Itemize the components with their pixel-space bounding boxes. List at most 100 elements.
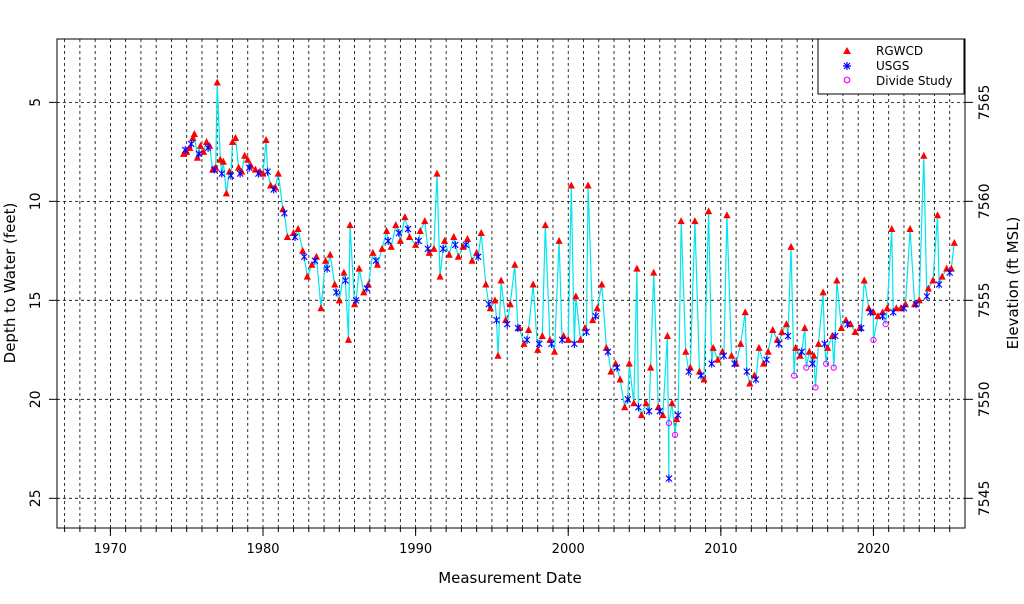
rgwcd-point <box>567 181 575 189</box>
rgwcd-point <box>425 248 433 256</box>
y-tick-label-right: 7555 <box>977 283 993 319</box>
x-tick-label: 2020 <box>857 542 890 557</box>
usgs-point <box>195 149 203 158</box>
rgwcd-point <box>833 276 841 284</box>
rgwcd-point <box>700 375 708 383</box>
rgwcd-point <box>228 137 237 145</box>
usgs-point <box>415 236 423 245</box>
divide-study-point <box>882 320 889 328</box>
rgwcd-point <box>727 351 736 359</box>
legend-label-divide-study: Divide Study <box>876 74 952 88</box>
plot-frame <box>56 38 966 529</box>
rgwcd-point <box>344 335 353 343</box>
rgwcd-point <box>564 335 572 343</box>
rgwcd-point <box>851 328 859 336</box>
usgs-point <box>523 335 531 344</box>
usgs-point <box>775 339 783 348</box>
rgwcd-point <box>764 347 772 355</box>
usgs-point <box>613 363 621 372</box>
usgs-point <box>697 371 705 380</box>
rgwcd-point <box>450 232 458 240</box>
usgs-point <box>245 163 253 172</box>
y-tick-label-right: 7550 <box>977 381 993 417</box>
rgwcd-point <box>283 232 292 240</box>
usgs-point <box>236 169 244 178</box>
rgwcd-point <box>792 343 800 351</box>
legend-box <box>817 38 965 95</box>
rgwcd-point <box>468 256 476 264</box>
usgs-point <box>857 324 865 333</box>
usgs-point <box>332 288 340 297</box>
usgs-point <box>889 308 897 317</box>
rgwcd-point <box>755 343 763 351</box>
usgs-point <box>685 367 693 376</box>
rgwcd-point <box>924 284 932 292</box>
rgwcd-point <box>412 240 420 248</box>
usgs-point <box>821 339 828 348</box>
divide-study-point <box>822 360 830 367</box>
rgwcd-point <box>593 304 601 312</box>
usgs-point <box>624 395 632 404</box>
usgs-point <box>809 359 816 368</box>
usgs-point <box>635 403 642 412</box>
rgwcd-point <box>950 238 958 246</box>
rgwcd-point <box>421 217 429 225</box>
y-axis-label-right: Elevation (ft MSL) <box>1004 217 1022 350</box>
rgwcd-point <box>331 280 339 288</box>
rgwcd-point <box>511 260 519 268</box>
rgwcd-point <box>520 339 528 347</box>
rgwcd-point <box>186 143 194 151</box>
usgs-point <box>535 339 543 348</box>
rgwcd-point <box>787 242 795 250</box>
rgwcd-point <box>541 221 549 229</box>
divide-study-point <box>665 419 673 427</box>
rgwcd-point <box>251 165 259 173</box>
usgs-point <box>743 367 751 376</box>
usgs-point <box>424 244 432 253</box>
rgwcd-point <box>888 225 896 233</box>
y-tick-label-right: 7560 <box>977 184 993 220</box>
usgs-point <box>311 256 319 265</box>
usgs-point <box>372 256 380 265</box>
rgwcd-point <box>222 189 230 197</box>
rgwcd-point <box>321 256 330 264</box>
rgwcd-point <box>190 130 198 138</box>
y-tick-label-left: 5 <box>28 98 44 107</box>
rgwcd-point <box>405 232 414 240</box>
rgwcd-point <box>929 276 937 284</box>
rgwcd-point <box>659 411 667 419</box>
usgs-point <box>731 359 738 368</box>
rgwcd-point <box>778 328 786 336</box>
x-tick-label: 1990 <box>399 542 432 557</box>
rgwcd-point <box>441 236 449 244</box>
rgwcd-point <box>625 359 633 367</box>
usgs-point <box>270 185 278 194</box>
usgs-point <box>923 292 931 301</box>
rgwcd-point <box>294 225 302 233</box>
rgwcd-point <box>482 280 490 288</box>
legend-marker-divide-study <box>843 76 851 84</box>
rgwcd-point <box>524 326 533 334</box>
rgwcd-point <box>682 347 690 355</box>
rgwcd-point <box>801 324 809 332</box>
rgwcd-point <box>430 244 438 252</box>
y-axis-label-left: Depth to Water (feet) <box>1 203 19 364</box>
rgwcd-point <box>943 264 951 272</box>
usgs-point <box>763 355 771 364</box>
rgwcd-point <box>202 137 211 145</box>
rgwcd-point <box>621 403 629 411</box>
usgs-point <box>187 139 195 148</box>
rgwcd-point <box>878 308 887 316</box>
rgwcd-point <box>642 399 650 407</box>
legend-marker-usgs <box>843 62 851 70</box>
usgs-point <box>363 284 371 293</box>
rgwcd-point <box>445 250 453 258</box>
usgs-point <box>255 169 262 178</box>
rgwcd-point <box>497 276 505 284</box>
usgs-point <box>439 244 447 253</box>
rgwcd-point <box>219 157 227 165</box>
rgwcd-point <box>360 288 368 296</box>
rgwcd-point <box>705 207 713 215</box>
rgwcd-point <box>346 221 354 229</box>
